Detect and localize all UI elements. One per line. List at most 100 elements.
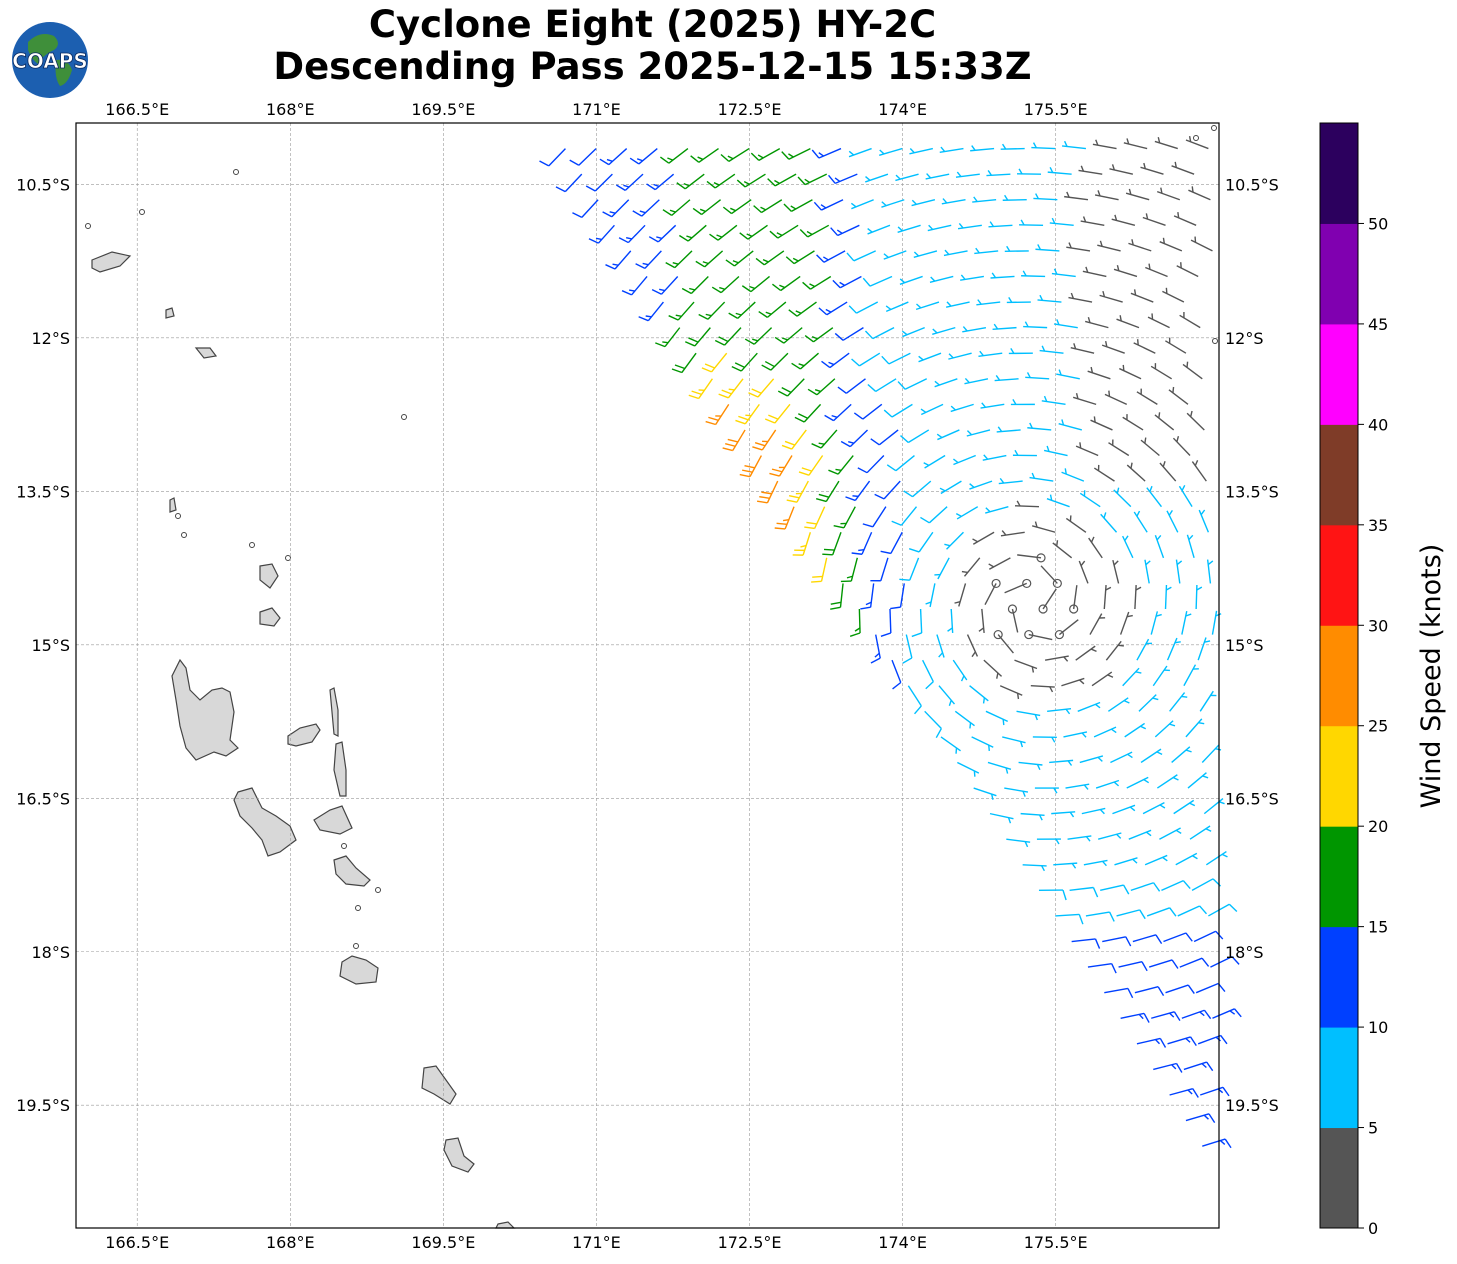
wind-barb bbox=[1002, 736, 1026, 748]
wind-barb bbox=[972, 531, 995, 545]
wind-barb bbox=[771, 275, 801, 292]
wind-barb bbox=[1154, 137, 1178, 150]
wind-barb bbox=[1038, 889, 1067, 901]
wind-barb bbox=[599, 148, 628, 166]
wind-barb bbox=[1183, 664, 1199, 687]
wind-barb bbox=[714, 327, 742, 346]
wind-barb bbox=[830, 224, 860, 237]
wind-barb bbox=[885, 301, 909, 313]
wind-barb bbox=[1100, 884, 1130, 895]
lon-tick-label: 175.5°E bbox=[1024, 1233, 1088, 1252]
wind-barb bbox=[1185, 1113, 1216, 1123]
wind-barb bbox=[1017, 168, 1042, 175]
wind-barb bbox=[1142, 213, 1166, 226]
island bbox=[91, 251, 132, 273]
wind-barb bbox=[1063, 731, 1088, 738]
wind-barb bbox=[1163, 932, 1193, 943]
wind-barb bbox=[1097, 240, 1121, 252]
wind-barb bbox=[978, 350, 1003, 358]
wind-barb bbox=[1012, 449, 1037, 457]
wind-barb bbox=[832, 275, 862, 289]
wind-barb bbox=[886, 454, 915, 472]
wind-barb bbox=[1201, 744, 1222, 763]
wind-barb bbox=[1083, 859, 1108, 867]
wind-barb bbox=[870, 557, 889, 582]
wind-barb bbox=[1113, 487, 1132, 508]
wind-barb bbox=[833, 506, 856, 529]
wind-barb bbox=[944, 531, 964, 550]
colorbar-segment bbox=[1320, 725, 1358, 827]
lon-tick-label: 166.5°E bbox=[105, 100, 169, 119]
wind-barb bbox=[1034, 787, 1059, 794]
wind-barb bbox=[648, 224, 677, 243]
wind-barb bbox=[890, 583, 905, 610]
wind-barb bbox=[1116, 909, 1146, 920]
wind-barb bbox=[1044, 655, 1069, 662]
wind-barb bbox=[1198, 509, 1210, 533]
wind-barb bbox=[813, 199, 844, 211]
wind-barb bbox=[1150, 611, 1162, 635]
wind-barb bbox=[1053, 319, 1078, 329]
wind-barb bbox=[1004, 787, 1029, 797]
wind-barb bbox=[665, 250, 693, 269]
wind-barb bbox=[1178, 485, 1193, 508]
wind-barb bbox=[932, 326, 956, 335]
wind-barb bbox=[1061, 677, 1085, 687]
lat-tick-label: 15°S bbox=[31, 636, 70, 655]
wind-barb bbox=[857, 455, 885, 474]
wind-barb bbox=[1030, 685, 1055, 693]
wind-barb bbox=[659, 148, 689, 164]
wind-barb bbox=[900, 429, 930, 444]
wind-barb bbox=[1058, 419, 1083, 431]
wind-barb bbox=[845, 480, 871, 502]
title-line-2: Descending Pass 2025-12-15 15:33Z bbox=[273, 45, 1032, 88]
island bbox=[259, 563, 279, 589]
wind-barb bbox=[728, 301, 756, 320]
wind-barb bbox=[850, 199, 874, 210]
wind-barb bbox=[1199, 690, 1217, 712]
island bbox=[165, 307, 175, 319]
wind-barb bbox=[840, 429, 869, 448]
wind-barb bbox=[1072, 392, 1097, 406]
wind-barb bbox=[731, 352, 758, 372]
lat-tick-label: 15°S bbox=[1225, 636, 1264, 655]
wind-barb bbox=[971, 736, 994, 751]
wind-barb bbox=[788, 301, 817, 317]
wind-barb bbox=[880, 531, 903, 555]
wind-barb bbox=[1154, 412, 1175, 431]
colorbar: 0 5 10 15 20 25 30 35 40 45 50 bbox=[1319, 122, 1388, 1238]
wind-barb bbox=[1144, 559, 1151, 584]
map-frame bbox=[75, 122, 1220, 1229]
lat-tick-label: 10.5°S bbox=[16, 175, 70, 194]
islet bbox=[139, 209, 145, 215]
wind-barb bbox=[1094, 190, 1119, 201]
wind-barb bbox=[1156, 187, 1181, 201]
wind-barb bbox=[828, 455, 854, 475]
wind-barb bbox=[1025, 372, 1050, 380]
wind-barb bbox=[1103, 585, 1112, 610]
wind-barb bbox=[924, 710, 942, 739]
wind-barb bbox=[781, 429, 807, 450]
coaps-logo: COAPS bbox=[12, 22, 88, 98]
wind-barb bbox=[1191, 460, 1207, 482]
wind-barb bbox=[1068, 292, 1093, 303]
wind-barb bbox=[1046, 494, 1070, 508]
wind-barb bbox=[1023, 321, 1048, 329]
wind-barb bbox=[739, 224, 768, 240]
wind-barb bbox=[1202, 1138, 1232, 1149]
islet bbox=[401, 414, 407, 420]
island bbox=[233, 787, 297, 857]
wind-barb bbox=[895, 173, 919, 182]
wind-barb bbox=[539, 148, 566, 167]
wind-barb bbox=[735, 403, 760, 425]
wind-barb bbox=[1027, 422, 1052, 431]
wind-barb bbox=[1122, 414, 1144, 431]
wind-barb bbox=[684, 327, 711, 347]
wind-barb bbox=[629, 148, 658, 165]
wind-barb bbox=[1049, 217, 1074, 227]
map-background bbox=[76, 123, 1219, 1228]
islet bbox=[181, 532, 187, 538]
islet bbox=[85, 223, 91, 229]
wind-barb bbox=[998, 477, 1023, 485]
island bbox=[287, 723, 321, 747]
